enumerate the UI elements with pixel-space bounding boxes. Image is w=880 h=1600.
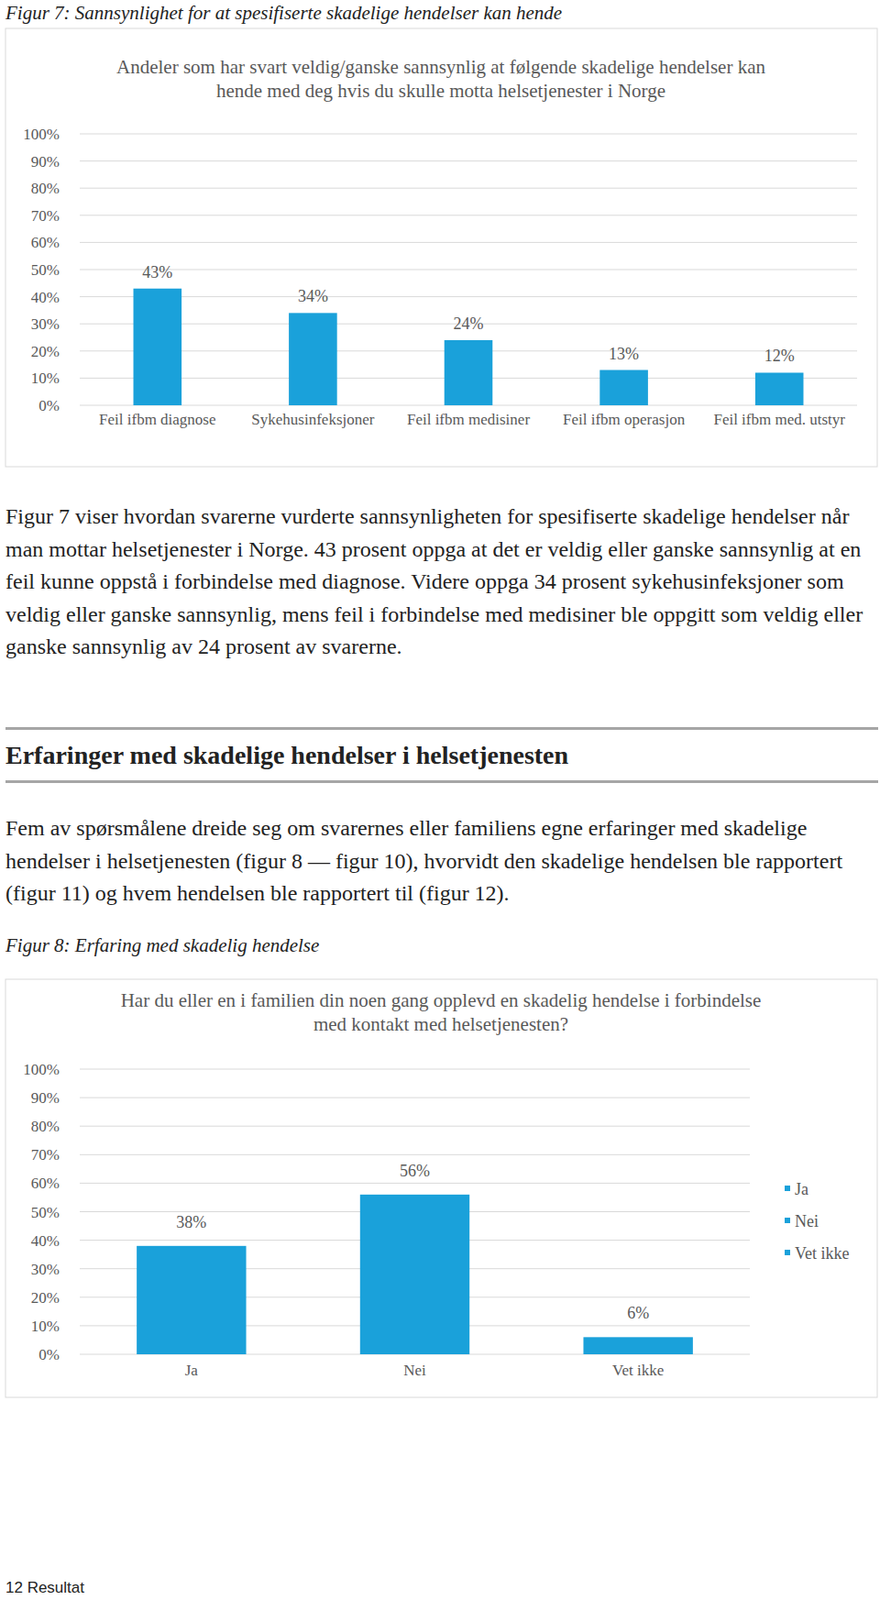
grid-line — [79, 1125, 750, 1127]
y-tick-label: 50% — [31, 1203, 60, 1221]
category-label: Sykehusinfeksjoner — [251, 410, 374, 429]
text-line: Nei — [403, 1361, 427, 1379]
y-tick-label: 30% — [31, 315, 60, 333]
y-tick-label: 30% — [31, 1260, 60, 1278]
y-tick-label: 40% — [31, 1232, 60, 1250]
bar — [136, 1245, 246, 1354]
paragraph: Figur 7 viser hvordan svarerne vurderte … — [5, 500, 877, 664]
chart: Har du eller en i familien din noen gang… — [5, 979, 878, 1397]
legend-label: Ja — [794, 1179, 809, 1199]
category-label: Feil ifbm diagnose — [99, 410, 216, 429]
y-tick-label: 0% — [38, 396, 60, 415]
y-tick-label: 90% — [31, 153, 60, 171]
y-tick-label: 70% — [31, 207, 60, 225]
text-line: hende med deg hvis du skulle motta helse… — [216, 79, 666, 102]
y-tick-label: 40% — [31, 288, 60, 307]
paragraph: Fem av spørsmålene dreide seg om svarern… — [5, 812, 877, 911]
heading-rule — [5, 780, 879, 783]
grid-line — [79, 296, 858, 297]
figure-caption: Figur 8: Erfaring med skadelig hendelse — [5, 932, 319, 958]
text-line: Ja — [185, 1361, 199, 1379]
charts-layer: Andeler som har svart veldig/ganske sann… — [0, 0, 880, 1600]
chart: Andeler som har svart veldig/ganske sann… — [5, 28, 878, 467]
category-label: Feil ifbm operasjon — [562, 410, 686, 429]
legend-swatch — [784, 1217, 791, 1223]
grid-line — [79, 1068, 750, 1070]
y-tick-label: 100% — [22, 125, 60, 143]
y-tick-label: 50% — [31, 261, 60, 279]
y-tick-label: 100% — [22, 1060, 60, 1078]
text-line: Feil ifbm operasjon — [562, 410, 686, 429]
data-label: 43% — [142, 263, 173, 282]
grid-line — [79, 214, 858, 216]
data-label: 24% — [453, 314, 484, 333]
bar — [360, 1194, 470, 1354]
grid-line — [79, 1097, 750, 1099]
bar — [133, 288, 183, 406]
heading-rule — [5, 726, 879, 730]
category-label: Feil ifbm med. utstyr — [713, 410, 846, 429]
grid-line — [79, 1154, 750, 1155]
category-label: Vet ikke — [612, 1361, 664, 1379]
y-tick-label: 20% — [31, 342, 60, 361]
data-label: 6% — [627, 1303, 649, 1322]
text-line: Andeler som har svart veldig/ganske sann… — [116, 55, 766, 78]
grid-line — [79, 133, 858, 135]
chart-frame — [5, 979, 878, 1397]
section-heading: Erfaringer med skadelige hendelser i hel… — [5, 738, 877, 772]
category-label: Feil ifbm medisiner — [407, 410, 530, 429]
y-tick-label: 60% — [31, 233, 60, 252]
bar — [755, 372, 804, 406]
text-line: Vet ikke — [612, 1361, 664, 1379]
legend-label: Vet ikke — [794, 1243, 849, 1263]
bar — [288, 312, 338, 406]
bar — [583, 1336, 693, 1354]
chart-frame — [5, 28, 878, 467]
bar — [599, 370, 649, 406]
text-line: Har du eller en i familien din noen gang… — [121, 989, 762, 1012]
data-label: 38% — [176, 1212, 207, 1232]
y-tick-label: 80% — [31, 179, 60, 198]
y-tick-label: 90% — [31, 1089, 60, 1107]
grid-line — [79, 187, 858, 189]
figure-caption: Figur 7: Sannsynlighet for at spesifiser… — [5, 0, 562, 26]
data-label: 34% — [297, 286, 329, 306]
data-label: 12% — [764, 346, 795, 365]
y-tick-label: 80% — [31, 1117, 60, 1135]
legend-swatch — [784, 1185, 791, 1191]
chart-title: Andeler som har svart veldig/ganske sann… — [116, 55, 766, 102]
legend-label: Nei — [794, 1211, 819, 1231]
chart-title: Har du eller en i familien din noen gang… — [121, 989, 762, 1035]
text-line: Feil ifbm med. utstyr — [713, 410, 846, 429]
text-line: Sykehusinfeksjoner — [251, 410, 374, 429]
y-tick-label: 0% — [38, 1345, 60, 1364]
bar — [444, 340, 494, 406]
grid-line — [79, 269, 858, 271]
category-label: Ja — [185, 1361, 199, 1379]
category-label: Nei — [403, 1361, 427, 1379]
y-tick-label: 70% — [31, 1145, 60, 1164]
y-tick-label: 10% — [31, 1317, 60, 1335]
y-tick-label: 20% — [31, 1288, 60, 1307]
y-tick-label: 60% — [31, 1174, 60, 1192]
grid-line — [79, 160, 858, 162]
text-line: med kontakt med helsetjenesten? — [313, 1012, 569, 1035]
text-line: Feil ifbm medisiner — [407, 410, 530, 429]
y-tick-label: 10% — [31, 369, 60, 387]
bars — [136, 1194, 693, 1354]
text-line: Feil ifbm diagnose — [99, 410, 216, 429]
page-footer: 12 Resultat — [5, 1578, 85, 1597]
data-label: 56% — [399, 1161, 430, 1180]
bars — [133, 288, 804, 406]
legend-swatch — [784, 1249, 791, 1255]
grid-line — [79, 1182, 750, 1184]
data-label: 13% — [608, 344, 639, 363]
grid-line — [79, 242, 858, 243]
